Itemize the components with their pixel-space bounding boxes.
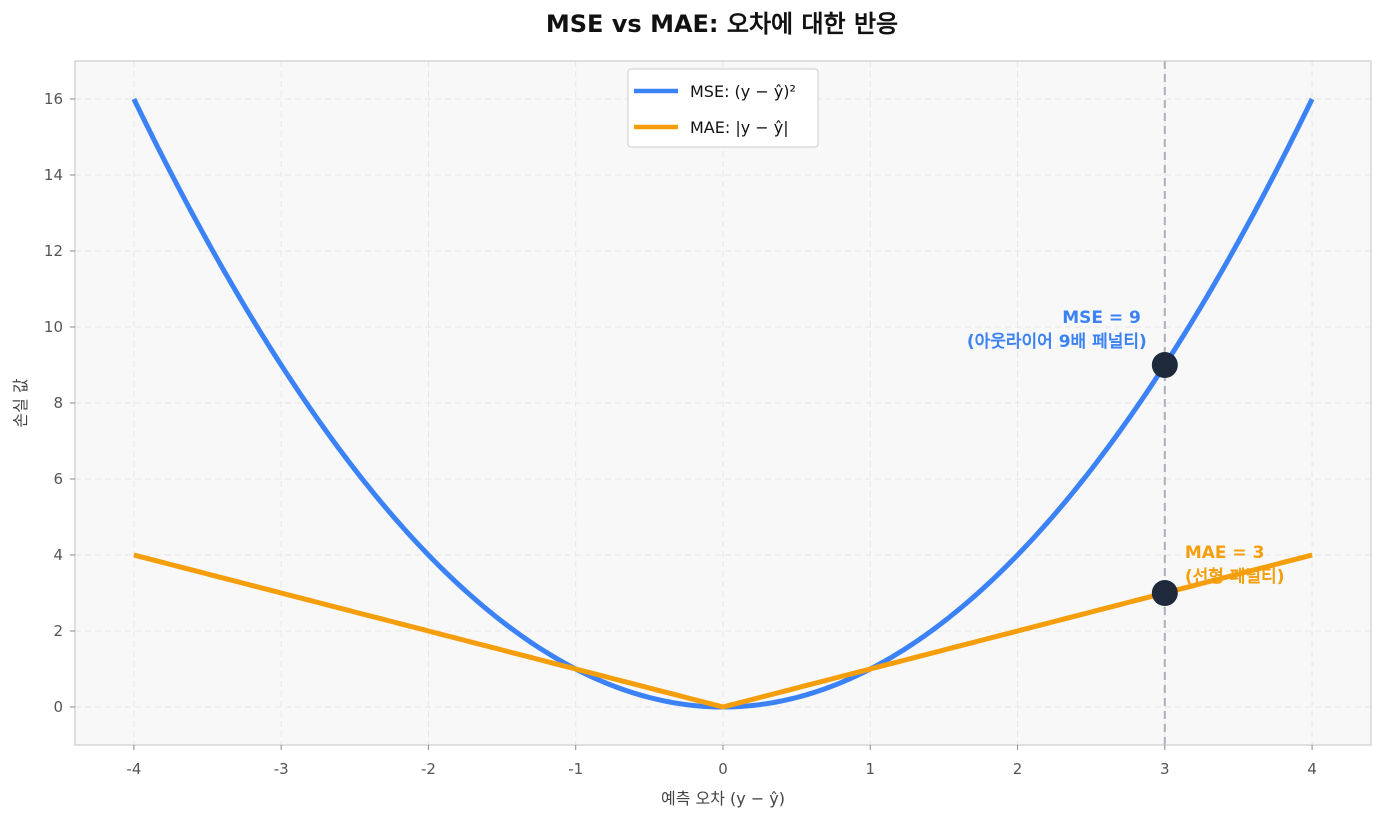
mse-annotation-line-1: MSE = 9 [1062,308,1141,328]
mae-annotation-line-1: MAE = 3 [1185,543,1265,563]
x-tick-label: -1 [568,760,583,778]
mse-annotation-line-2: (아웃라이어 9배 페널티) [967,332,1147,352]
mae-annotation: MAE = 3 (선형 페널티) [1185,543,1285,587]
series-layer [131,61,1315,745]
x-tick-label: 3 [1160,760,1170,778]
legend: MSE: (y − ŷ)² MAE: |y − ŷ| [627,68,819,148]
mae-point-marker [1151,580,1178,606]
y-axis-label: 손실 값 [11,378,30,428]
y-tick-label: 12 [44,242,63,260]
mse-annotation: MSE = 9 (아웃라이어 9배 페널티) [967,308,1147,352]
annotation-layer: MSE = 9 (아웃라이어 9배 페널티) MAE = 3 (선형 페널티) [967,308,1285,587]
y-tick-label: 0 [53,698,63,716]
x-tick-label: 4 [1307,760,1317,778]
y-tick-label: 16 [44,90,63,108]
x-tick-label: -4 [126,760,141,778]
x-tick-label: 2 [1013,760,1023,778]
x-axis-label: 예측 오차 (y − ŷ) [661,789,785,808]
chart-title: MSE vs MAE: 오차에 대한 반응 [546,10,898,38]
x-tick-label: 1 [865,760,875,778]
y-tick-label: 14 [44,166,63,184]
y-tick-label: 8 [53,394,63,412]
legend-label-mae: MAE: |y − ŷ| [690,118,789,137]
y-tick-label: 10 [44,318,63,336]
grid-layer [75,61,1371,745]
x-tick-label: -3 [274,760,289,778]
mae-annotation-line-2: (선형 페널티) [1185,566,1285,587]
legend-label-mse: MSE: (y − ŷ)² [690,82,796,101]
mae-curve [133,552,1313,710]
x-tick-label: 0 [718,760,728,778]
y-tick-label: 4 [53,546,63,564]
x-tick-label: -2 [421,760,436,778]
y-tick-label: 2 [53,622,63,640]
marker-layer [1151,352,1178,606]
y-tick-label: 6 [53,470,63,488]
mse-point-marker [1151,352,1178,378]
